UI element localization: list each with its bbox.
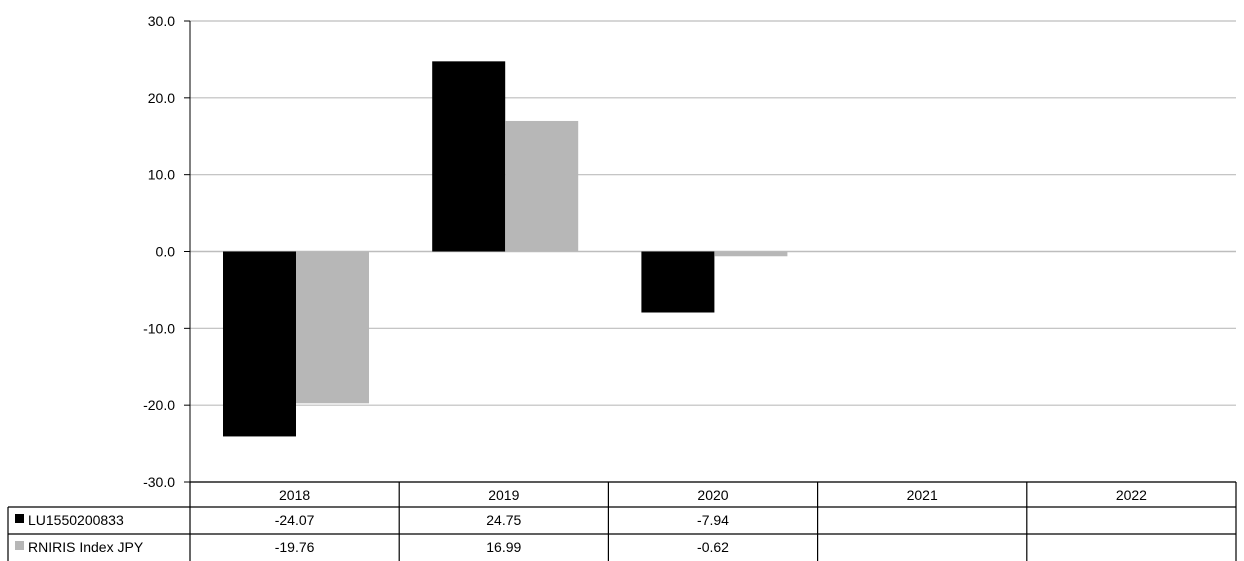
y-tick-label: 30.0 <box>148 13 175 29</box>
y-tick-label: -20.0 <box>143 397 175 413</box>
y-tick-label: 20.0 <box>148 90 175 106</box>
x-category-label: 2020 <box>697 487 728 503</box>
y-tick-label: -30.0 <box>143 474 175 490</box>
bar <box>714 251 788 257</box>
data-label: -19.76 <box>275 539 315 555</box>
bars <box>223 61 788 437</box>
bar <box>296 251 369 404</box>
y-tick-label: 10.0 <box>148 167 175 183</box>
data-label: 24.75 <box>486 512 521 528</box>
data-table: 2018 2019 2020 2021 2022 LU1550200833 -24.07 24… <box>7 481 1237 561</box>
x-category-label: 2022 <box>1116 487 1147 503</box>
x-category-label: 2019 <box>488 487 519 503</box>
y-tick-label: 0.0 <box>156 244 176 260</box>
bar <box>432 61 506 252</box>
y-axis: 30.0 20.0 10.0 0.0 -10.0 -20.0 -30.0 <box>143 13 191 490</box>
legend-key <box>15 541 24 550</box>
data-label: -24.07 <box>275 512 315 528</box>
legend-label: LU1550200833 <box>28 512 124 528</box>
legend-label: RNIRIS Index JPY <box>28 539 144 555</box>
data-label: -7.94 <box>697 512 729 528</box>
y-tick-label: -10.0 <box>143 320 175 336</box>
bar <box>505 120 579 252</box>
bar <box>223 251 296 437</box>
x-category-label: 2021 <box>907 487 938 503</box>
bar <box>641 251 715 313</box>
x-category-label: 2018 <box>279 487 310 503</box>
legend-key <box>15 514 24 523</box>
data-label: 16.99 <box>486 539 521 555</box>
data-label: -0.62 <box>697 539 729 555</box>
